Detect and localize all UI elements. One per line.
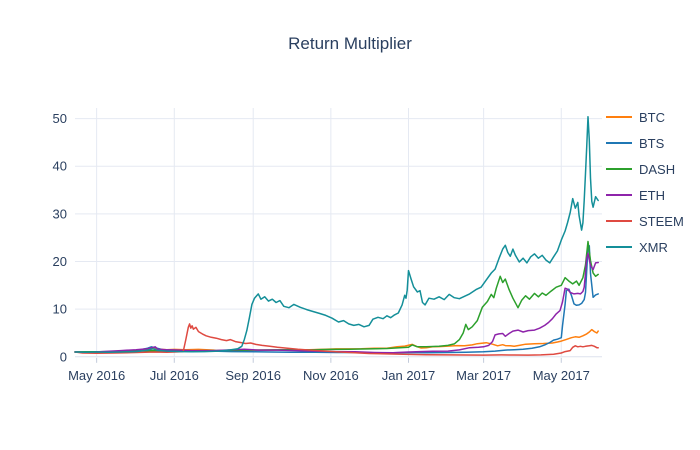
y-tick-label: 50 [53,111,67,126]
chart-title: Return Multiplier [288,34,412,53]
legend-item-eth[interactable]: ETH [606,182,684,208]
legend-swatch-btc [606,116,632,118]
legend-label: XMR [639,239,668,255]
legend-label: STEEM [639,213,684,229]
axis-labels: 0 10 20 30 40 50 May 2016 Jul 2016 Sep 2016 Nov 2… [53,111,590,383]
x-tick-label: May 2017 [533,368,590,383]
series-lines [74,115,599,356]
legend-swatch-dash [606,168,632,170]
y-tick-label: 10 [53,302,67,317]
x-tick-label: Mar 2017 [456,368,511,383]
legend: BTC BTS DASH ETH STEEM XMR [606,104,684,260]
legend-item-xmr[interactable]: XMR [606,234,684,260]
legend-label: ETH [639,187,665,203]
y-tick-label: 20 [53,254,67,269]
y-tick-label: 0 [60,349,67,364]
series-line-eth [74,252,599,354]
x-tick-label: May 2016 [68,368,125,383]
legend-swatch-steem [606,220,632,222]
legend-label: BTC [639,109,665,125]
plot-area[interactable] [75,108,602,357]
y-tick-label: 40 [53,159,67,174]
legend-swatch-eth [606,194,632,196]
x-tick-label: Nov 2016 [303,368,359,383]
legend-label: DASH [639,161,676,177]
gridlines [75,108,602,363]
series-line-xmr [74,115,599,354]
legend-item-btc[interactable]: BTC [606,104,684,130]
legend-item-dash[interactable]: DASH [606,156,684,182]
legend-item-steem[interactable]: STEEM [606,208,684,234]
legend-swatch-bts [606,142,632,144]
legend-label: BTS [639,135,665,151]
legend-swatch-xmr [606,246,632,248]
x-tick-label: Sep 2016 [225,368,281,383]
x-tick-label: Jul 2016 [150,368,199,383]
x-tick-label: Jan 2017 [382,368,436,383]
legend-item-bts[interactable]: BTS [606,130,684,156]
series-line-steem [74,323,599,356]
y-tick-label: 30 [53,206,67,221]
